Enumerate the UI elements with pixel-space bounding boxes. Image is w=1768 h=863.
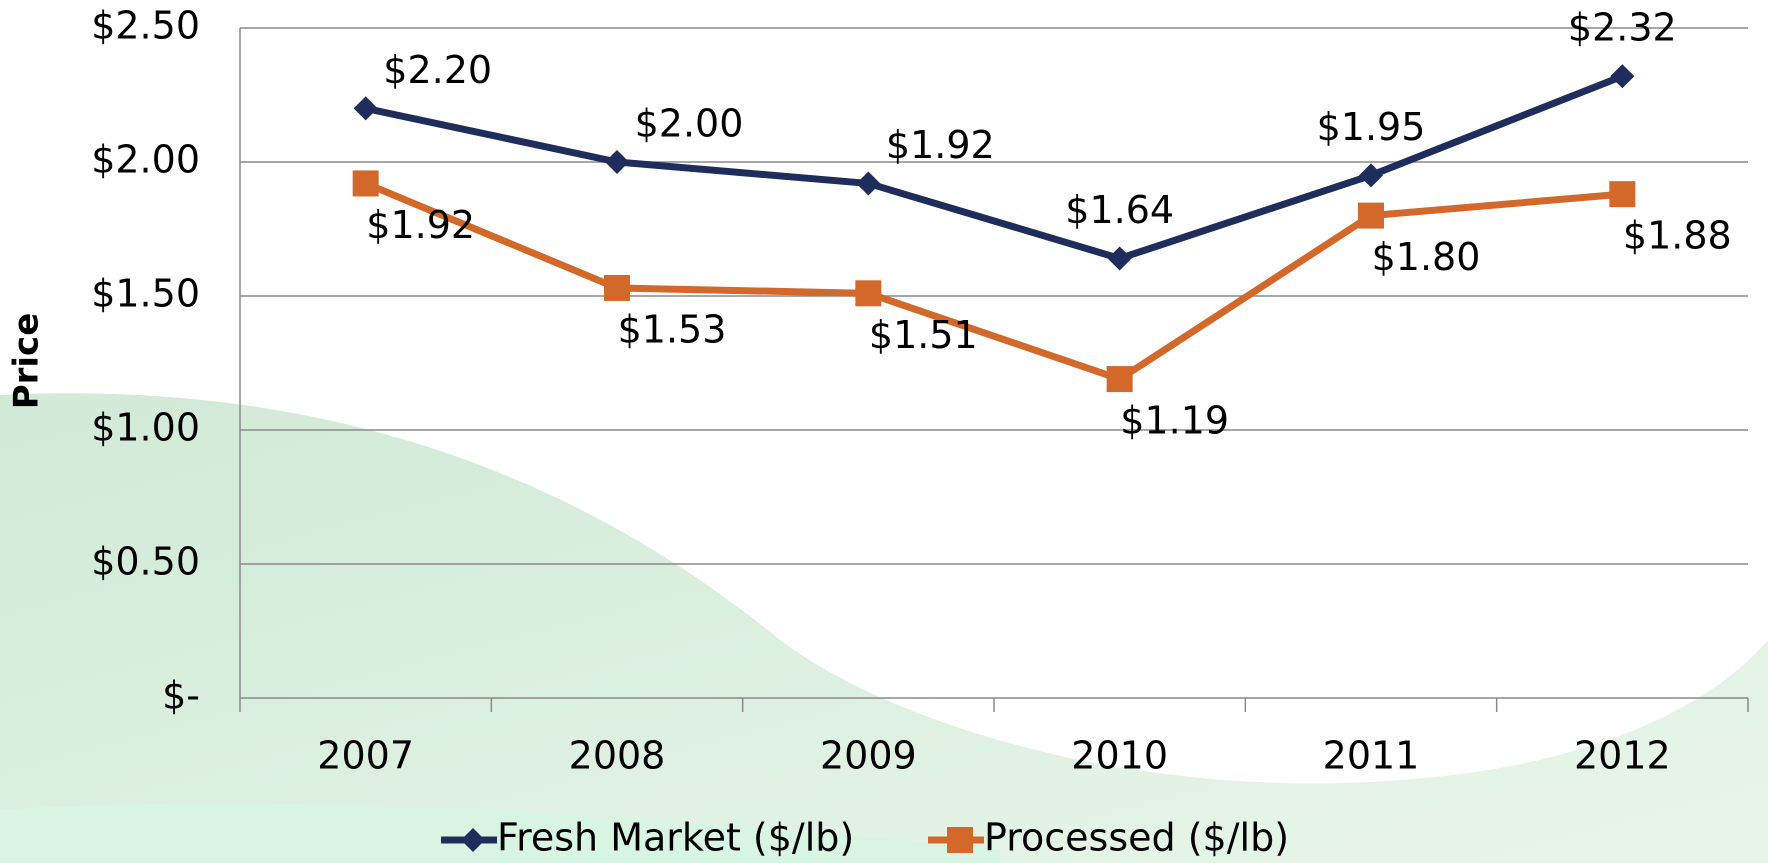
- x-tick-label: 2010: [1071, 734, 1168, 778]
- y-tick-label: $2.50: [91, 4, 200, 48]
- data-label: $1.80: [1372, 235, 1481, 279]
- legend-label: Processed ($/lb): [984, 816, 1289, 860]
- data-label: $2.20: [383, 48, 492, 92]
- y-tick-label: $1.50: [91, 272, 200, 316]
- legend-marker: [947, 827, 973, 853]
- x-tick-label: 2011: [1323, 734, 1420, 778]
- data-label: $1.95: [1317, 105, 1426, 149]
- x-tick-label: 2012: [1574, 734, 1671, 778]
- data-label: $1.53: [618, 307, 727, 351]
- data-point: [856, 171, 880, 195]
- data-label: $1.19: [1120, 399, 1229, 443]
- data-point: [1358, 203, 1384, 229]
- y-tick-label: $0.50: [91, 540, 200, 584]
- data-point: [1108, 246, 1132, 270]
- data-point: [1609, 181, 1635, 207]
- data-label: $1.51: [869, 313, 978, 357]
- data-label: $1.64: [1065, 188, 1174, 232]
- data-point: [354, 96, 378, 120]
- x-tick-label: 2009: [820, 734, 917, 778]
- data-label: $2.00: [635, 102, 744, 146]
- y-tick-label: $1.00: [91, 406, 200, 450]
- data-label: $1.88: [1623, 214, 1732, 258]
- series-line: [366, 76, 1623, 258]
- y-tick-label: $-: [162, 674, 200, 718]
- x-tick-label: 2008: [569, 734, 666, 778]
- y-axis-title: Price: [7, 313, 47, 410]
- data-point: [604, 275, 630, 301]
- y-tick-label: $2.00: [91, 138, 200, 182]
- legend-label: Fresh Market ($/lb): [497, 816, 854, 860]
- data-label: $1.92: [366, 203, 475, 247]
- data-label: $2.32: [1568, 6, 1677, 50]
- data-point: [1107, 366, 1133, 392]
- data-point: [1610, 64, 1634, 88]
- data-point: [1359, 163, 1383, 187]
- data-label: $1.92: [886, 123, 995, 167]
- x-tick-label: 2007: [317, 734, 414, 778]
- data-point: [605, 150, 629, 174]
- background: [0, 393, 1768, 863]
- chart: Price $- $0.50 $1.00 $1.50 $2.00 $2.50 2007 200…: [0, 0, 1768, 863]
- series-line: [366, 183, 1623, 379]
- data-point: [855, 280, 881, 306]
- data-point: [353, 170, 379, 196]
